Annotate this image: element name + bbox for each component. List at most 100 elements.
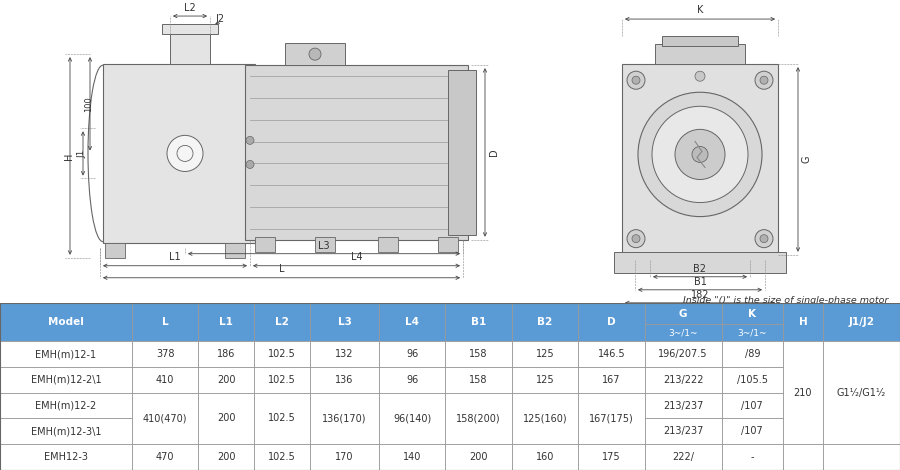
Text: 102.5: 102.5 xyxy=(268,349,296,359)
Text: /107: /107 xyxy=(742,426,763,436)
Bar xyxy=(379,341,446,367)
Text: 102.5: 102.5 xyxy=(268,375,296,385)
Text: L2: L2 xyxy=(184,3,196,13)
Text: B1: B1 xyxy=(471,317,486,327)
Bar xyxy=(103,64,255,243)
Text: 102.5: 102.5 xyxy=(268,452,296,462)
Bar xyxy=(578,444,644,470)
Bar xyxy=(446,303,512,341)
Text: Model: Model xyxy=(48,317,84,327)
Bar xyxy=(105,243,125,258)
Bar xyxy=(0,444,132,470)
Bar xyxy=(783,341,823,444)
Text: G1¹⁄₂/G1¹⁄₂: G1¹⁄₂/G1¹⁄₂ xyxy=(837,388,886,398)
Bar xyxy=(446,392,512,444)
Bar xyxy=(255,392,310,444)
Text: 136: 136 xyxy=(336,375,354,385)
Text: 200: 200 xyxy=(217,375,236,385)
Text: 96(140): 96(140) xyxy=(393,414,431,423)
Bar xyxy=(644,303,722,324)
Text: D: D xyxy=(608,317,616,327)
Bar xyxy=(655,44,745,64)
Bar xyxy=(512,303,578,341)
Text: 160: 160 xyxy=(536,452,554,462)
Text: L3: L3 xyxy=(338,317,351,327)
Text: G: G xyxy=(679,309,688,319)
Bar xyxy=(379,392,446,444)
Text: 125(160): 125(160) xyxy=(523,414,567,423)
Bar xyxy=(378,237,398,252)
Bar xyxy=(614,252,786,273)
Text: 470: 470 xyxy=(156,452,175,462)
Bar xyxy=(722,392,783,418)
Text: 158: 158 xyxy=(469,375,488,385)
Bar xyxy=(255,237,275,252)
Bar xyxy=(198,444,255,470)
Bar xyxy=(722,367,783,392)
Text: 132: 132 xyxy=(335,349,354,359)
Bar xyxy=(285,43,345,65)
Bar xyxy=(512,367,578,392)
Text: L4: L4 xyxy=(405,317,419,327)
Text: 146.5: 146.5 xyxy=(598,349,626,359)
Text: 200: 200 xyxy=(217,452,236,462)
Bar xyxy=(446,367,512,392)
Bar xyxy=(722,324,783,341)
Bar xyxy=(310,444,379,470)
Text: L: L xyxy=(279,264,284,274)
Text: L: L xyxy=(162,317,168,327)
Text: 158(200): 158(200) xyxy=(456,414,500,423)
Text: EMH(m)12-2\1: EMH(m)12-2\1 xyxy=(31,375,102,385)
Bar xyxy=(823,303,900,341)
Bar xyxy=(578,303,644,341)
Circle shape xyxy=(760,76,768,84)
Bar xyxy=(0,418,132,444)
Text: 186: 186 xyxy=(217,349,236,359)
Bar xyxy=(783,444,823,470)
Text: 167: 167 xyxy=(602,375,621,385)
Bar xyxy=(644,367,722,392)
Text: Inside "()" is the size of single-phase motor: Inside "()" is the size of single-phase … xyxy=(682,296,888,305)
Text: 196/207.5: 196/207.5 xyxy=(659,349,708,359)
Text: EMH12-3: EMH12-3 xyxy=(44,452,88,462)
Bar xyxy=(644,341,722,367)
Text: 182: 182 xyxy=(691,290,709,300)
Text: 102.5: 102.5 xyxy=(268,414,296,423)
Text: 210: 210 xyxy=(794,388,812,398)
Text: J1: J1 xyxy=(77,149,86,157)
Bar xyxy=(578,367,644,392)
Text: H: H xyxy=(798,317,807,327)
Bar xyxy=(0,367,132,392)
Circle shape xyxy=(627,71,645,89)
Circle shape xyxy=(760,235,768,243)
Bar xyxy=(132,341,198,367)
Bar xyxy=(0,392,132,418)
Bar xyxy=(132,367,198,392)
Bar xyxy=(578,392,644,444)
Text: 96: 96 xyxy=(406,349,419,359)
Bar xyxy=(198,341,255,367)
Text: B2: B2 xyxy=(537,317,553,327)
Text: L1: L1 xyxy=(169,252,181,262)
Circle shape xyxy=(309,48,321,60)
Circle shape xyxy=(632,76,640,84)
Circle shape xyxy=(177,145,193,162)
Bar xyxy=(662,36,738,46)
Bar xyxy=(722,444,783,470)
Text: K: K xyxy=(697,5,703,15)
Text: 158: 158 xyxy=(469,349,488,359)
Bar xyxy=(722,418,783,444)
Bar xyxy=(255,303,310,341)
Circle shape xyxy=(246,136,254,144)
Bar xyxy=(512,341,578,367)
Bar xyxy=(310,303,379,341)
Bar xyxy=(250,133,255,173)
Bar xyxy=(823,444,900,470)
Bar xyxy=(162,24,218,34)
Bar xyxy=(132,444,198,470)
Text: B1: B1 xyxy=(694,277,706,287)
Bar xyxy=(578,341,644,367)
Bar xyxy=(198,367,255,392)
Circle shape xyxy=(652,106,748,203)
Bar xyxy=(198,303,255,341)
